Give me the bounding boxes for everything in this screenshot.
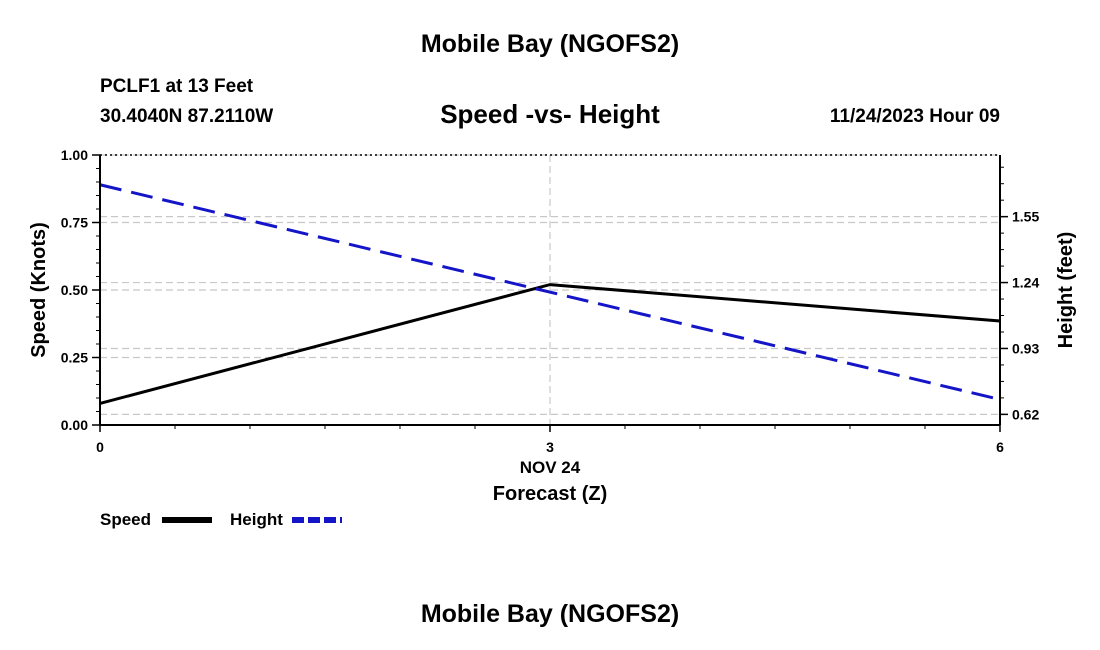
- x-tick-label: 6: [996, 439, 1004, 455]
- legend-label-speed: Speed: [100, 510, 151, 529]
- left-tick-label: 1.00: [61, 147, 88, 163]
- page-title-bottom: Mobile Bay (NGOFS2): [420, 600, 680, 628]
- legend-label-height: Height: [230, 510, 283, 529]
- series-line-height: [99, 183, 1001, 401]
- left-tick-label: 0.75: [61, 215, 88, 231]
- left-tick-label: 0.00: [61, 417, 88, 433]
- right-tick-label: 1.55: [1012, 209, 1039, 225]
- station-label: PCLF1 at 13 Feet: [100, 76, 254, 97]
- right-tick-label: 1.24: [1012, 275, 1039, 291]
- x-tick-label: 3: [546, 439, 554, 455]
- labels-layer: 0.00 0.25 0.50 0.75 1.00 0.62 0.93 1.24 1.55 0 3 6 N…: [28, 147, 1077, 529]
- left-tick-label: 0.50: [61, 282, 88, 298]
- grid-layer: [100, 154, 1000, 426]
- chart-title: Speed -vs- Height: [440, 99, 660, 129]
- x-axis-title: Forecast (Z): [493, 483, 607, 505]
- left-tick-label: 0.25: [61, 350, 88, 366]
- left-axis-title: Speed (Knots): [28, 222, 50, 358]
- forecast-datetime: 11/24/2023 Hour 09: [829, 106, 1000, 127]
- right-axis-title: Height (feet): [1055, 232, 1077, 349]
- station-coords: 30.4040N 87.2110W: [100, 106, 274, 127]
- axes-layer: [92, 154, 1008, 432]
- page-title-top: Mobile Bay (NGOFS2): [420, 30, 680, 58]
- right-tick-label: 0.93: [1012, 340, 1039, 356]
- right-tick-label: 0.62: [1012, 406, 1039, 422]
- x-tick-label: 0: [96, 439, 104, 455]
- x-axis-date-label: NOV 24: [520, 458, 581, 477]
